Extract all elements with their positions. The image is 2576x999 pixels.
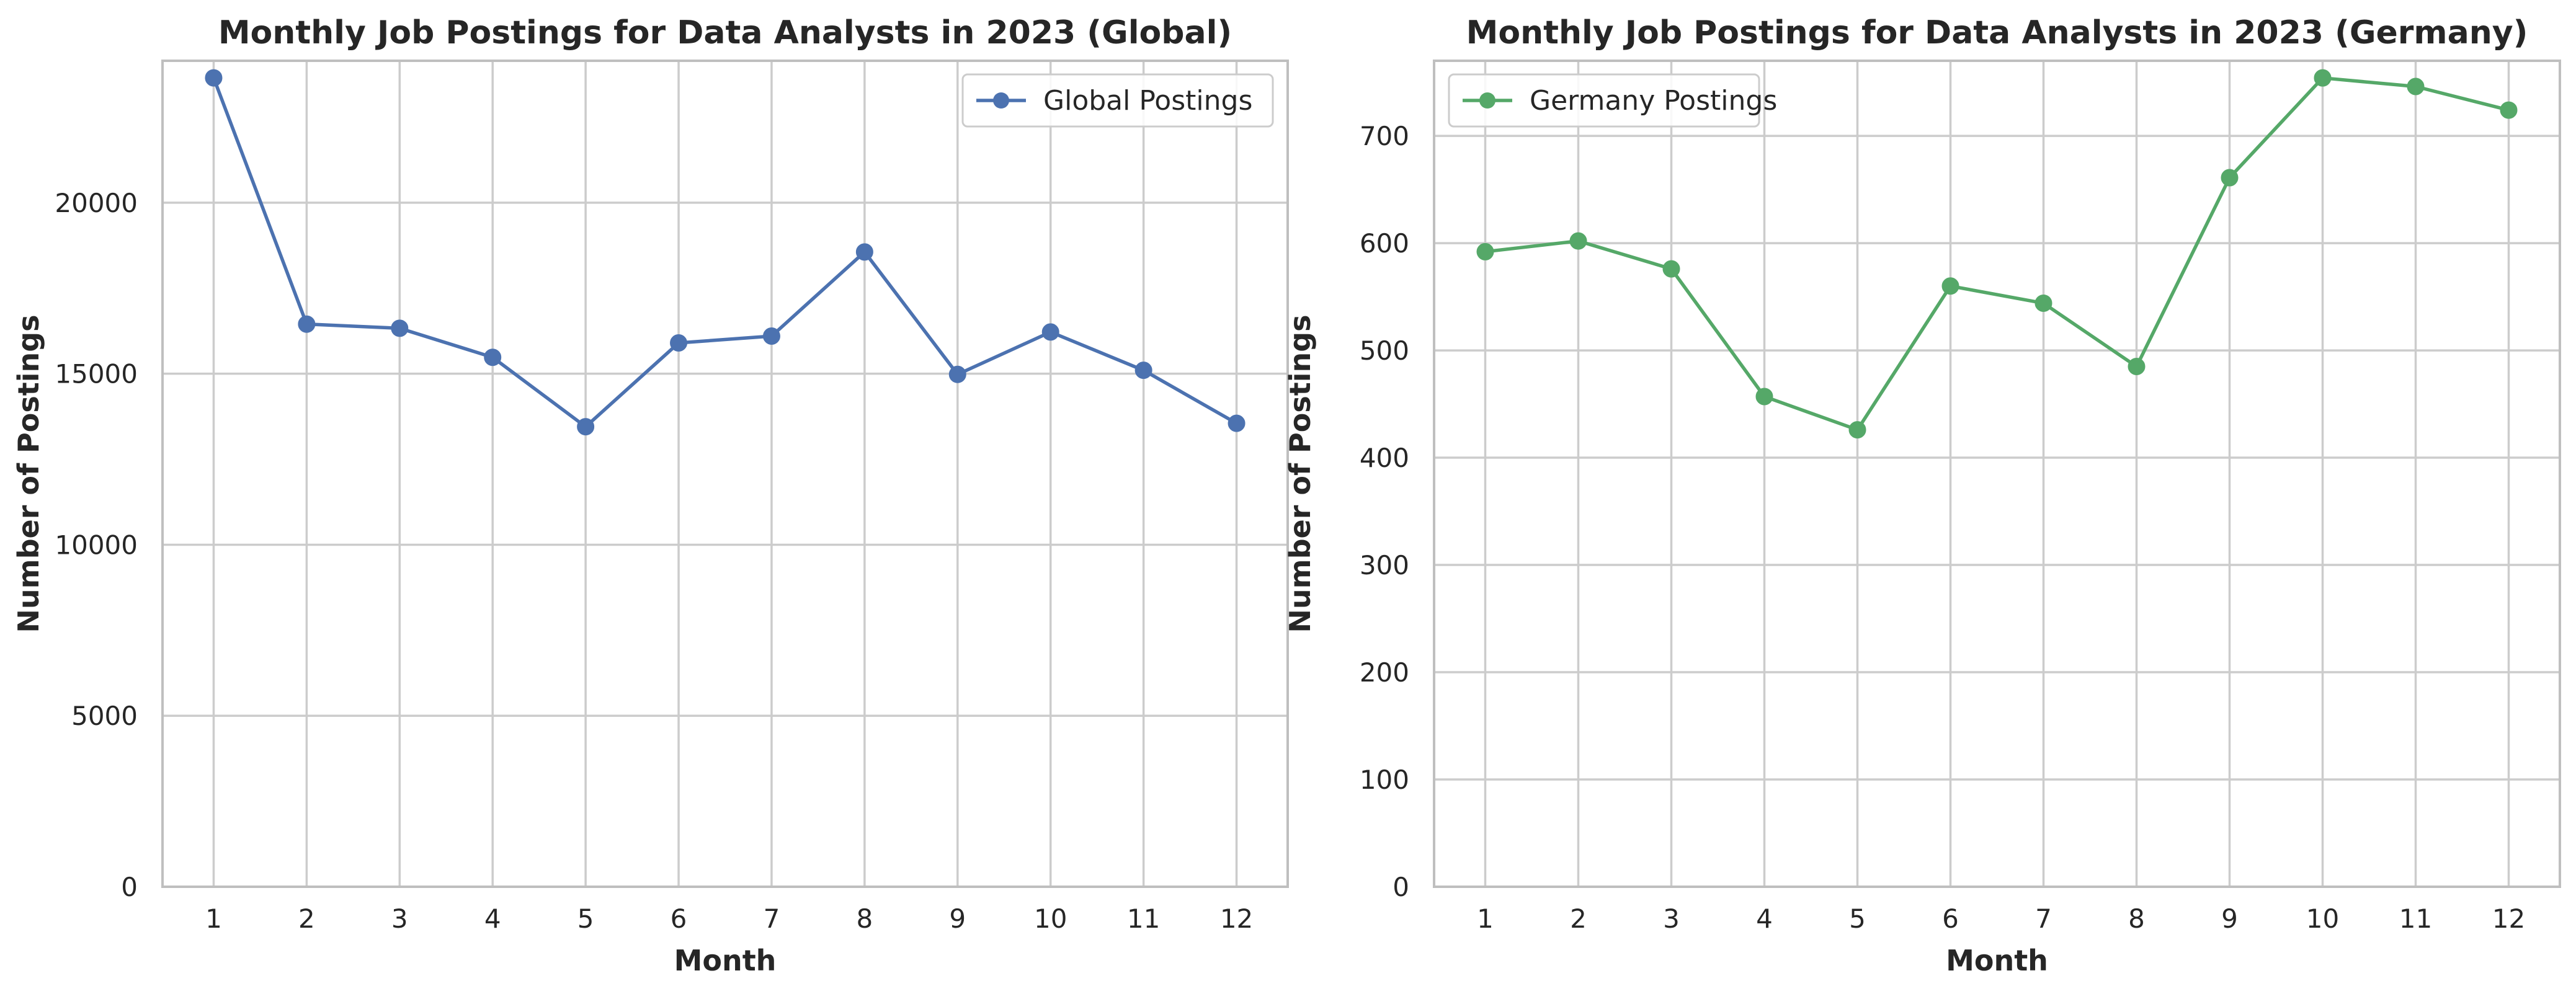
global-x-tick-label: 10 [1034,904,1067,934]
global-data-point-month-6 [670,334,688,352]
germany-data-point-month-6 [1941,277,1959,295]
global-data-point-month-4 [484,349,502,366]
global-chart-title: Monthly Job Postings for Data Analysts i… [218,14,1232,51]
global-x-tick-label: 3 [391,904,408,934]
global-x-tick-label: 9 [949,904,966,934]
global-data-point-month-9 [948,365,966,383]
global-y-tick-label: 20000 [55,188,138,218]
germany-legend-box [1448,73,1760,128]
global-y-tick-label: 10000 [55,530,138,560]
germany-data-point-month-12 [2500,101,2518,119]
global-y-tick-label: 15000 [55,359,138,389]
germany-y-tick-label: 600 [1360,228,1409,259]
global-data-point-month-12 [1228,414,1246,432]
germany-x-tick-label: 2 [1570,904,1587,934]
global-y-tick-label: 5000 [71,701,138,731]
germany-data-point-month-5 [1848,421,1866,439]
global-x-axis-label: Month [674,944,777,977]
germany-chart-title: Monthly Job Postings for Data Analysts i… [1466,14,2528,51]
global-series-line [212,76,1239,428]
germany-data-point-month-3 [1662,260,1680,278]
germany-x-tick-label: 6 [1942,904,1959,934]
germany-x-tick-label: 4 [1756,904,1773,934]
global-x-tick-label: 12 [1220,904,1253,934]
global-data-point-month-10 [1041,323,1059,341]
global-x-tick-label: 2 [298,904,315,934]
global-data-point-month-1 [205,69,223,87]
germany-data-point-month-11 [2407,78,2425,95]
germany-data-point-month-2 [1569,232,1587,250]
global-x-tick-label: 7 [764,904,780,934]
germany-y-tick-label: 500 [1360,335,1409,366]
germany-y-tick-label: 0 [1393,872,1409,902]
global-data-point-month-11 [1134,362,1152,380]
germany-x-tick-label: 3 [1663,904,1680,934]
germany-x-tick-label: 10 [2306,904,2339,934]
global-x-tick-label: 4 [484,904,501,934]
global-data-point-month-3 [391,319,409,337]
germany-x-tick-label: 11 [2399,904,2432,934]
global-data-point-month-2 [298,315,316,333]
global-x-tick-label: 6 [671,904,687,934]
germany-y-tick-label: 700 [1360,121,1409,151]
germany-legend-label: Germany Postings [1530,85,1777,117]
germany-y-tick-label: 200 [1360,657,1409,688]
germany-data-point-month-1 [1476,242,1494,260]
global-y-axis-label: Number of Postings [12,314,45,633]
germany-data-point-month-10 [2314,69,2332,87]
germany-y-tick-label: 300 [1360,550,1409,580]
germany-data-point-month-7 [2035,294,2052,312]
germany-y-tick-label: 100 [1360,765,1409,795]
germany-data-point-month-4 [1755,388,1773,406]
global-x-tick-label: 8 [857,904,873,934]
germany-y-axis-label: Number of Postings [1283,314,1317,633]
global-legend-box [961,73,1274,128]
germany-x-axis-label: Month [1946,944,2048,977]
global-y-tick-label: 0 [121,872,138,902]
global-legend-marker-swatch [993,92,1009,109]
germany-x-tick-label: 5 [1849,904,1866,934]
germany-x-tick-label: 9 [2221,904,2238,934]
global-x-tick-label: 1 [205,904,222,934]
germany-series-line [1483,76,2511,432]
germany-x-tick-label: 8 [2128,904,2145,934]
global-data-point-month-5 [577,418,595,436]
germany-plot-frame [1433,60,2561,888]
global-legend-label: Global Postings [1043,85,1252,117]
germany-data-point-month-8 [2128,358,2146,376]
germany-x-tick-label: 1 [1477,904,1494,934]
global-data-point-month-7 [762,327,780,345]
germany-x-tick-label: 7 [2035,904,2052,934]
germany-data-point-month-9 [2221,169,2239,187]
global-x-tick-label: 5 [577,904,594,934]
global-x-tick-label: 11 [1127,904,1160,934]
germany-x-tick-label: 12 [2492,904,2525,934]
global-plot-frame [161,60,1289,888]
germany-legend-marker-swatch [1479,92,1495,109]
global-data-point-month-8 [855,243,873,261]
germany-y-tick-label: 400 [1360,443,1409,473]
